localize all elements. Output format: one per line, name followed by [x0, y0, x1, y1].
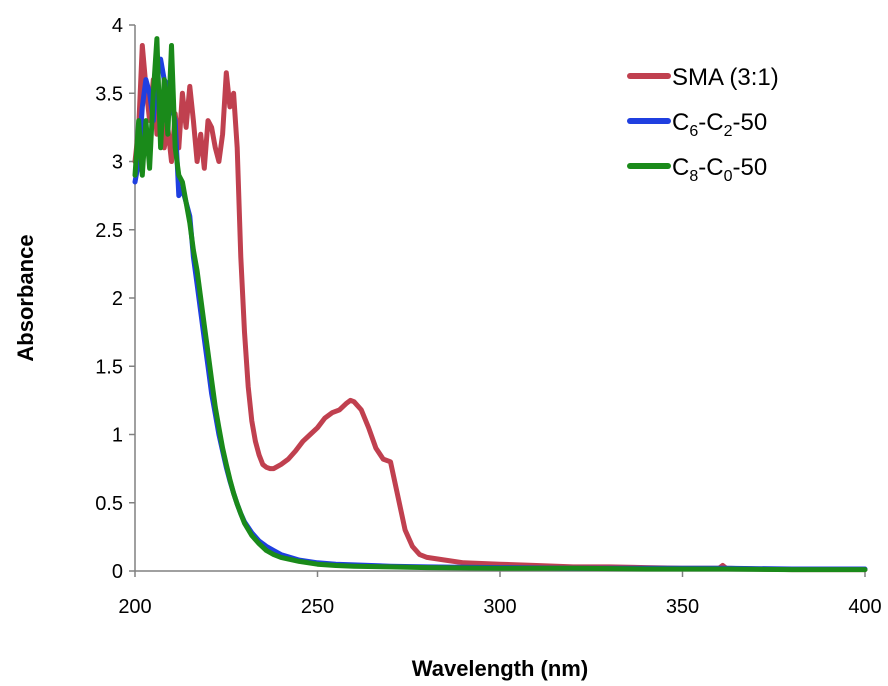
plot-area: 200 250 300 350 400 0 0.5 1 1.5 2 2.5 3 3.5 4	[95, 15, 882, 618]
legend-label-part: 2	[724, 123, 733, 140]
x-tick-label: 300	[483, 596, 516, 618]
legend-label: C8-C0-50	[672, 154, 767, 185]
y-tick-label: 0	[112, 561, 123, 583]
series-lines	[132, 36, 868, 573]
legend-label: C6-C2-50	[672, 109, 767, 140]
legend-label-part: 8	[689, 168, 698, 185]
y-tick-label: 1	[112, 425, 123, 447]
x-axis-title: Wavelength (nm)	[412, 656, 588, 681]
legend-label-part: -C	[698, 154, 723, 181]
legend-label-part: -C	[698, 109, 723, 136]
y-tick-label: 4	[112, 15, 123, 37]
y-tick-label: 3	[112, 152, 123, 174]
x-axis-ticks: 200 250 300 350 400	[118, 571, 882, 618]
y-tick-label: 1.5	[95, 356, 123, 378]
x-tick-label: 250	[301, 596, 334, 618]
legend-label-part: -50	[732, 109, 767, 136]
x-tick-label: 200	[118, 596, 151, 618]
legend-label: SMA (3:1)	[672, 64, 779, 91]
legend-label-part: C	[672, 154, 689, 181]
series-line-1	[132, 43, 868, 573]
series-line-3	[132, 36, 868, 573]
x-tick-label: 350	[666, 596, 699, 618]
y-tick-label: 3.5	[95, 83, 123, 105]
x-tick-label: 400	[848, 596, 881, 618]
y-tick-label: 2.5	[95, 220, 123, 242]
y-tick-label: 0.5	[95, 493, 123, 515]
y-tick-label: 2	[112, 288, 123, 310]
legend-label-part: -50	[732, 154, 767, 181]
y-axis-ticks: 0 0.5 1 1.5 2 2.5 3 3.5 4	[95, 15, 135, 583]
legend-label-part: SMA (3:1)	[672, 64, 779, 91]
legend-label-part: 0	[724, 168, 733, 185]
y-axis-title: Absorbance	[13, 234, 38, 361]
legend-label-part: 6	[689, 123, 698, 140]
legend-label-part: C	[672, 109, 689, 136]
